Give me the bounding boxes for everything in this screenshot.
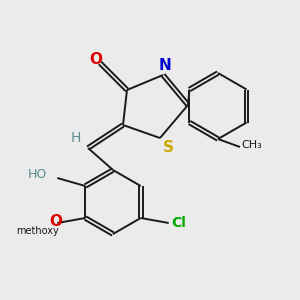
Text: Cl: Cl [171, 216, 186, 230]
Text: H: H [71, 131, 81, 145]
Text: methoxy: methoxy [16, 226, 59, 236]
Text: O: O [89, 52, 103, 68]
Text: N: N [159, 58, 171, 74]
Text: HO: HO [28, 167, 47, 181]
Text: O: O [49, 214, 62, 230]
Text: CH₃: CH₃ [242, 140, 262, 150]
Text: S: S [163, 140, 173, 155]
